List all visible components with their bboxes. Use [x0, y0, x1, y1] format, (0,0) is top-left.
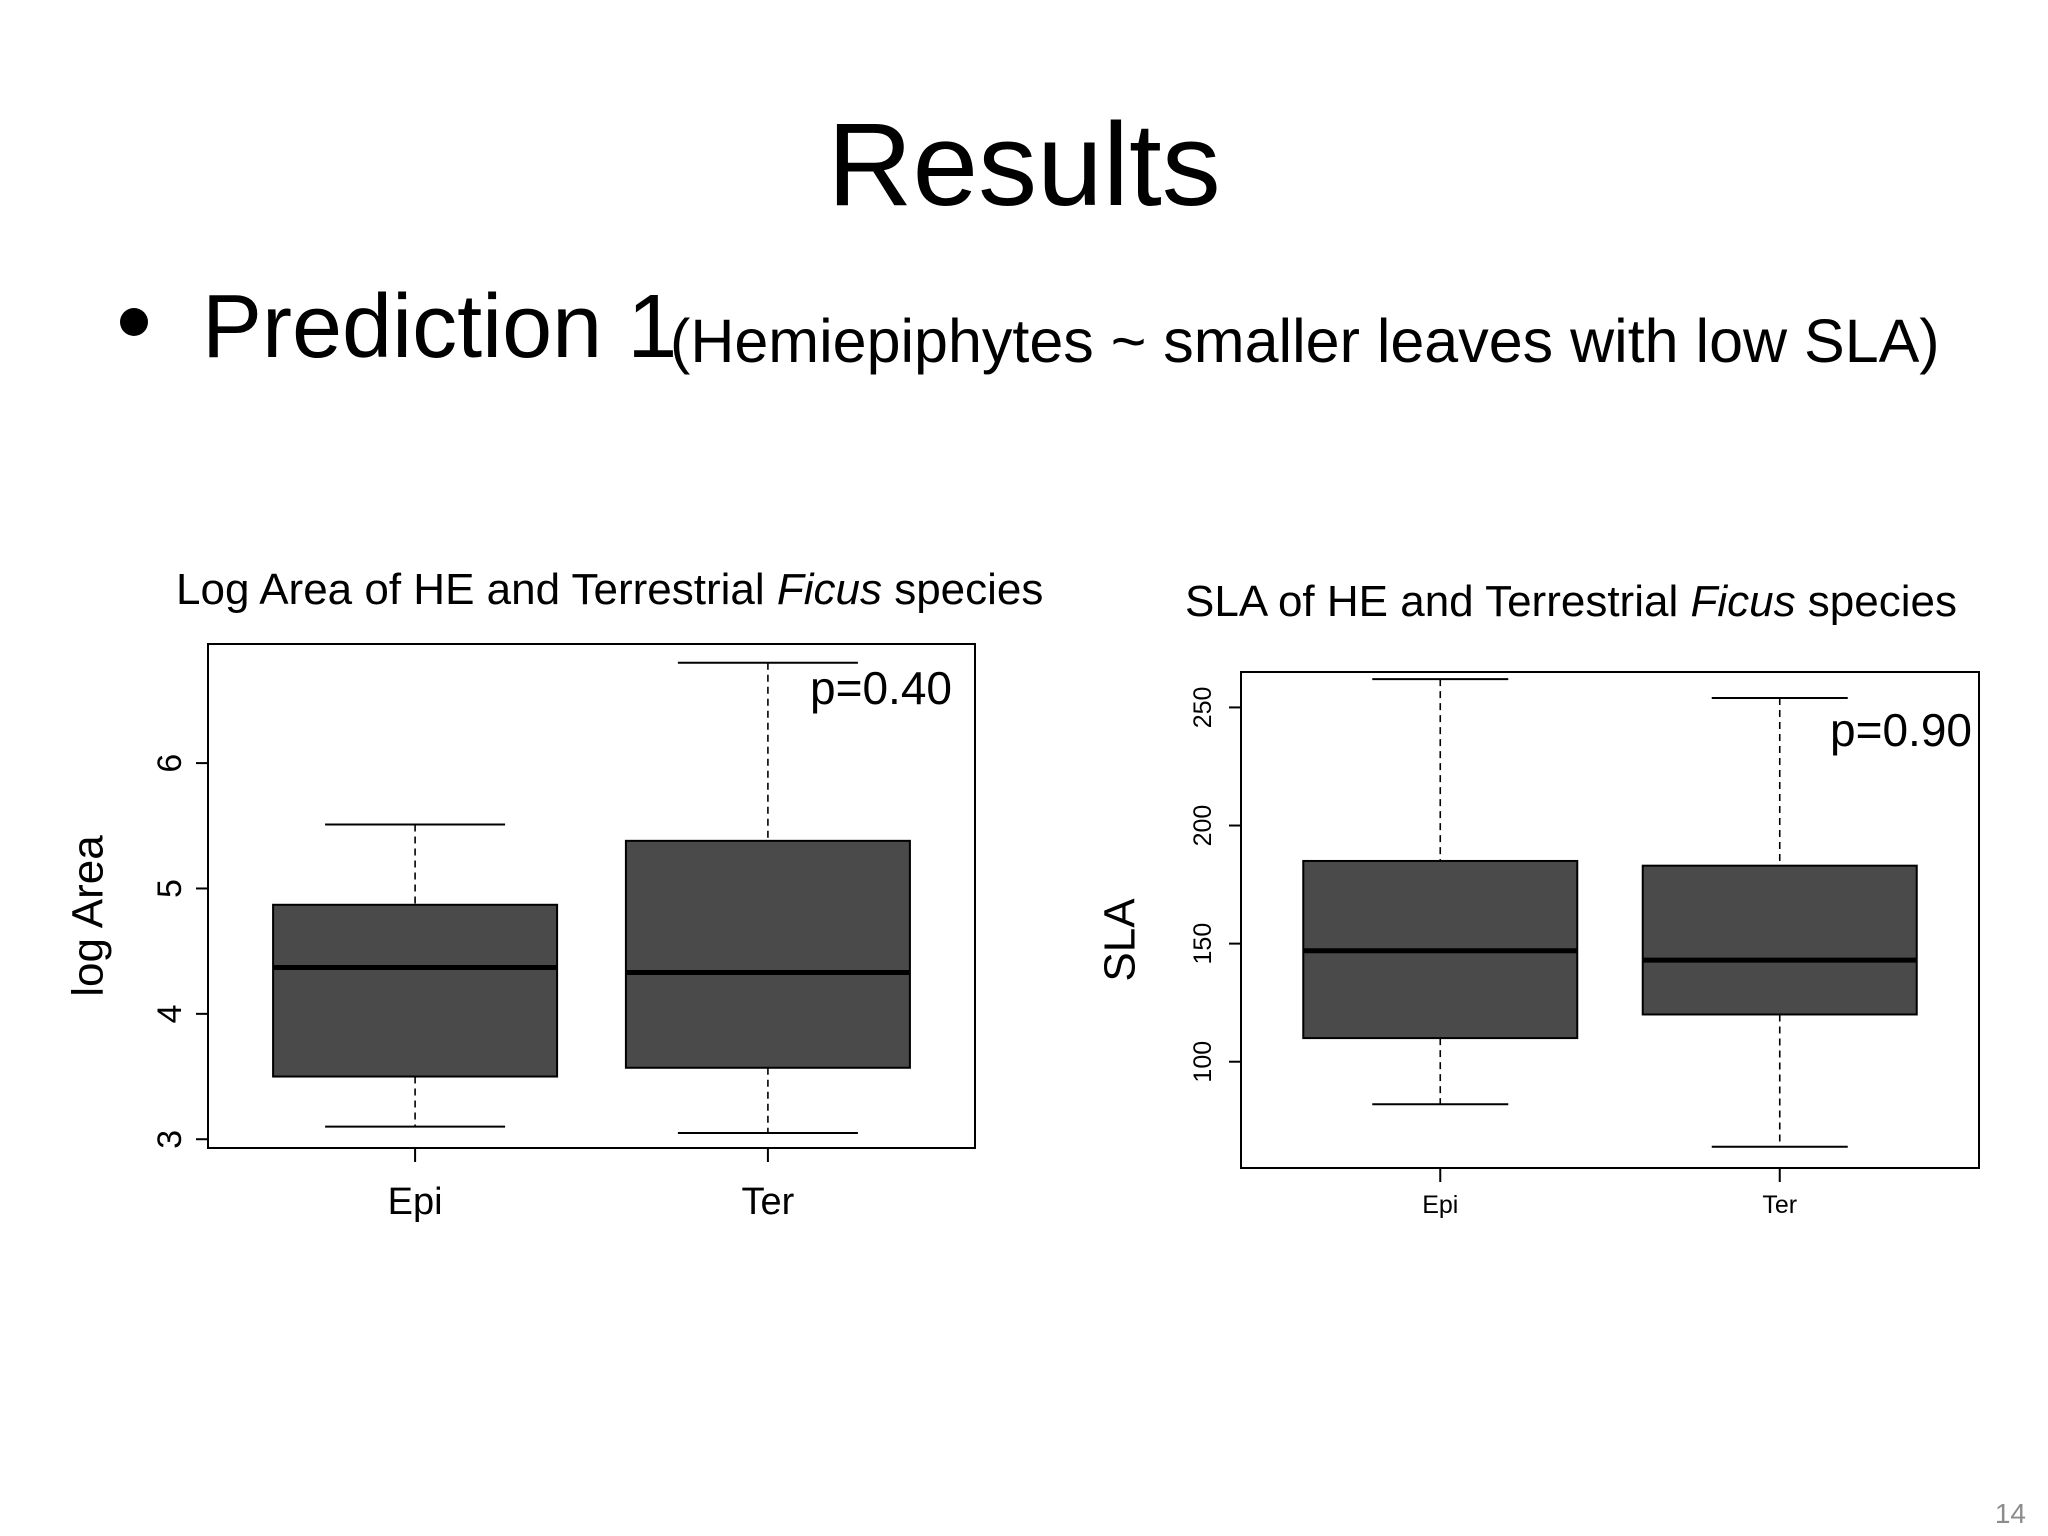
chart-title-text: SLA of HE and Terrestrial — [1185, 577, 1691, 626]
p-value-annotation: p=0.40 — [810, 662, 952, 714]
chart-title-suffix: species — [1795, 577, 1957, 626]
bullet-dot-icon — [120, 308, 148, 336]
slide-title: Results — [827, 99, 1221, 231]
chart-title-sla: SLA of HE and Terrestrial Ficus species — [1185, 574, 1957, 630]
page-number: 14 — [1994, 1498, 2026, 1529]
x-tick-label: Epi — [1422, 1191, 1458, 1219]
chart-title-italic: Ficus — [1690, 577, 1796, 626]
plot-frame — [1240, 671, 1980, 1169]
x-tick-label: Epi — [388, 1181, 443, 1223]
x-tick-label: Ter — [742, 1181, 795, 1223]
bullet-sub-text: (Hemiepiphytes ~ smaller leaves with low… — [670, 307, 1940, 375]
box-ter — [624, 839, 911, 1069]
chart-title-suffix: species — [881, 565, 1044, 614]
bullet-main-text: Prediction 1 — [202, 277, 678, 377]
p-value-annotation: p=0.90 — [1830, 704, 1972, 756]
y-axis-label: SLA — [1096, 898, 1145, 982]
y-axis-label: log Area — [64, 835, 113, 997]
y-tick-label: 100 — [1189, 1041, 1217, 1083]
chart-title-text: Log Area of HE and Terrestrial — [176, 565, 777, 614]
box-ter — [1641, 864, 1918, 1016]
chart-title-log-area: Log Area of HE and Terrestrial Ficus spe… — [176, 562, 1043, 618]
y-tick-label: 3 — [151, 1130, 189, 1149]
y-tick-label: 5 — [151, 879, 189, 898]
y-tick-label: 200 — [1189, 805, 1217, 847]
x-tick-label: Ter — [1762, 1191, 1797, 1219]
y-tick-label: 6 — [151, 754, 189, 773]
box-epi — [272, 903, 559, 1078]
plot-frame — [207, 643, 976, 1149]
y-tick-label: 150 — [1189, 923, 1217, 965]
y-tick-label: 250 — [1189, 687, 1217, 729]
y-tick-label: 4 — [151, 1004, 189, 1023]
chart-title-italic: Ficus — [776, 565, 882, 614]
